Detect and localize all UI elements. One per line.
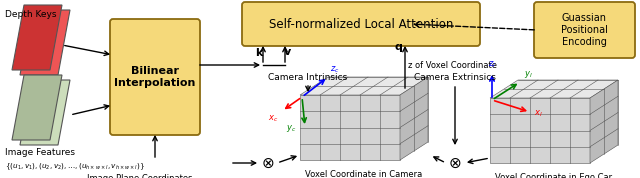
Text: Guassian
Positional
Encoding: Guassian Positional Encoding [561, 13, 608, 47]
Text: $z_c$: $z_c$ [330, 64, 340, 75]
Text: Image Features: Image Features [5, 148, 75, 157]
Polygon shape [20, 10, 70, 75]
Text: $x_l$: $x_l$ [534, 109, 543, 119]
Polygon shape [12, 5, 62, 70]
Text: $\otimes$: $\otimes$ [448, 156, 461, 171]
Text: $\otimes$: $\otimes$ [261, 156, 275, 171]
Polygon shape [300, 95, 400, 160]
Polygon shape [300, 77, 428, 95]
Text: Bilinear
Interpolation: Bilinear Interpolation [115, 66, 196, 88]
Text: $y_c$: $y_c$ [285, 124, 296, 135]
Text: Camera Extrinsics: Camera Extrinsics [414, 73, 496, 82]
Text: z of Voxel Coordinate: z of Voxel Coordinate [408, 61, 497, 69]
FancyBboxPatch shape [534, 2, 635, 58]
Text: Image Plane Coordinates: Image Plane Coordinates [87, 174, 193, 178]
Text: $x_c$: $x_c$ [268, 114, 278, 124]
Polygon shape [490, 80, 618, 98]
Polygon shape [590, 80, 618, 163]
Text: Voxel Coordinate in Camera: Voxel Coordinate in Camera [305, 170, 422, 178]
Polygon shape [20, 80, 70, 145]
Text: Self-normalized Local Attention: Self-normalized Local Attention [269, 17, 453, 30]
Text: $\mathbf{q}$: $\mathbf{q}$ [394, 42, 403, 54]
Text: $\{(u_1,v_1),(u_2,v_2),\ldots,(u_{h\times w\times l},v_{h\times w\times l})\}$: $\{(u_1,v_1),(u_2,v_2),\ldots,(u_{h\time… [5, 162, 145, 172]
Text: $\mathbf{k}$: $\mathbf{k}$ [255, 46, 265, 58]
Text: Camera Intrinsics: Camera Intrinsics [268, 73, 348, 82]
Polygon shape [12, 75, 62, 140]
Text: $z_l$: $z_l$ [488, 59, 496, 70]
FancyBboxPatch shape [242, 2, 480, 46]
Text: Depth Keys: Depth Keys [5, 10, 56, 19]
Text: Voxel Coordinate in Ego Car: Voxel Coordinate in Ego Car [495, 173, 612, 178]
Text: $y_l$: $y_l$ [524, 69, 532, 80]
Polygon shape [490, 98, 590, 163]
FancyBboxPatch shape [110, 19, 200, 135]
Text: $\mathbf{v}$: $\mathbf{v}$ [284, 47, 292, 57]
Polygon shape [400, 77, 428, 160]
